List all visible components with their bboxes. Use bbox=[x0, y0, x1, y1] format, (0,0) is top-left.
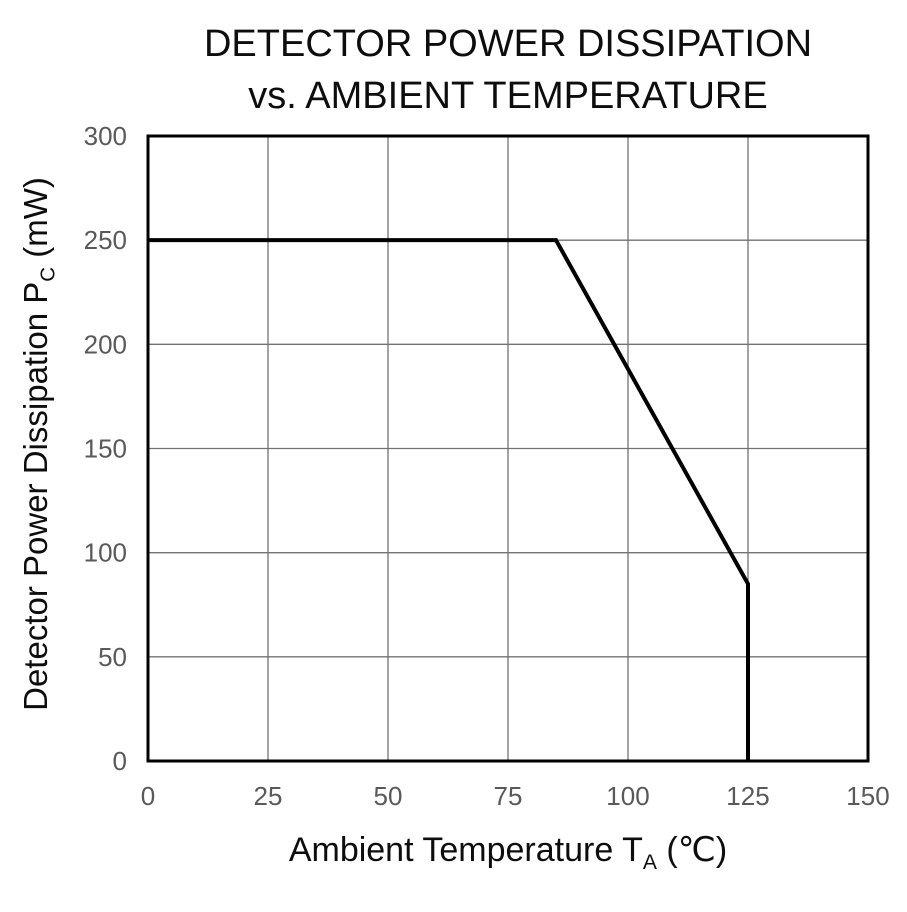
y-tick-label: 250 bbox=[84, 225, 127, 255]
y-tick-label: 200 bbox=[84, 329, 127, 359]
x-axis-title: Ambient Temperature TA (℃) bbox=[148, 830, 868, 873]
derating-curve bbox=[148, 238, 750, 761]
x-tick-label: 50 bbox=[374, 781, 403, 811]
chart-title: DETECTOR POWER DISSIPATION vs. AMBIENT T… bbox=[118, 18, 898, 123]
y-tick-label: 50 bbox=[98, 642, 127, 672]
y-tick-label: 150 bbox=[84, 434, 127, 464]
x-tick-label: 125 bbox=[726, 781, 769, 811]
x-tick-label: 75 bbox=[494, 781, 523, 811]
x-axis-title-text: Ambient Temperature T bbox=[288, 831, 643, 869]
x-tick-label: 25 bbox=[254, 781, 283, 811]
y-tick-label: 300 bbox=[84, 121, 127, 151]
x-axis-title-unit: (℃) bbox=[656, 831, 728, 869]
chart-title-line-1: DETECTOR POWER DISSIPATION bbox=[203, 23, 813, 65]
x-tick-label: 0 bbox=[141, 781, 155, 811]
x-tick-label: 150 bbox=[846, 781, 889, 811]
chart-title-line-2: vs. AMBIENT TEMPERATURE bbox=[248, 75, 768, 118]
y-tick-label: 0 bbox=[113, 746, 127, 776]
x-axis-title-subscript: A bbox=[642, 850, 657, 874]
plot-border bbox=[146, 134, 870, 763]
x-tick-label: 100 bbox=[606, 781, 649, 811]
y-tick-label: 100 bbox=[84, 538, 127, 568]
